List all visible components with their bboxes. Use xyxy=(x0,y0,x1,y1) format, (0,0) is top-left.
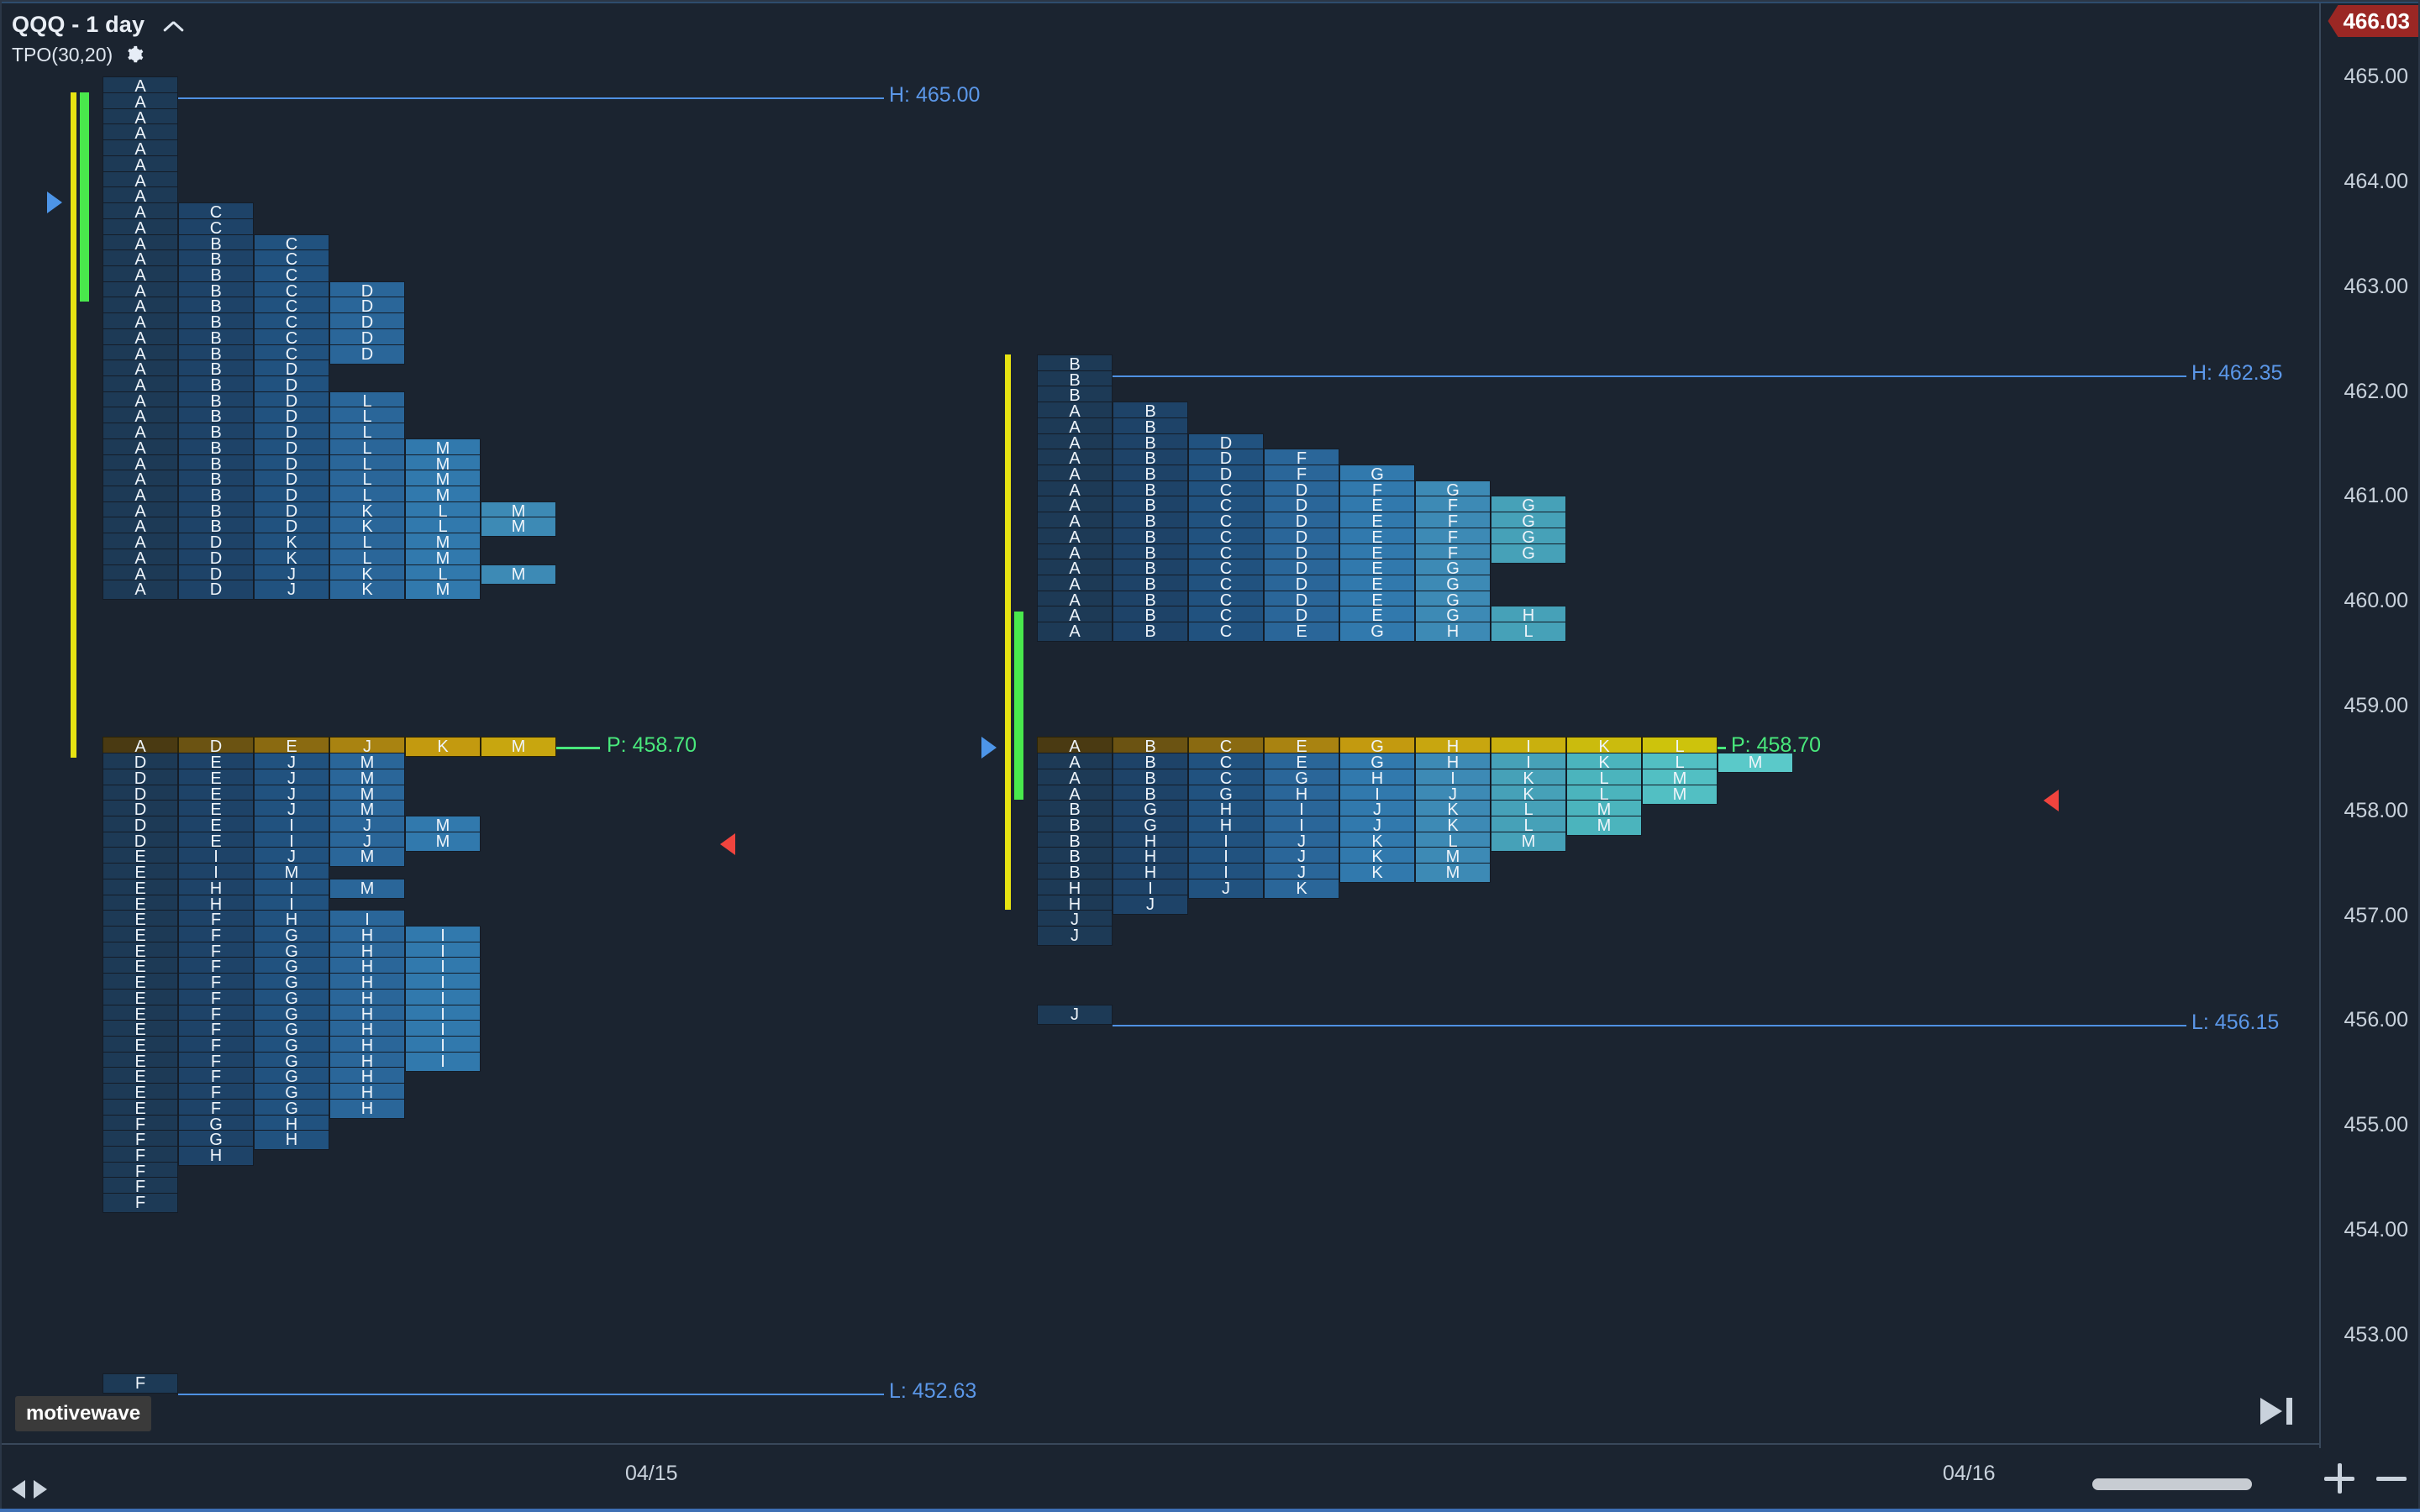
selection-marker-icon xyxy=(2044,789,2059,811)
study-row: TPO(30,20) xyxy=(12,44,186,66)
tpo-cell: D xyxy=(329,344,405,365)
tpo-cell: B xyxy=(1113,622,1188,643)
tpo-cell: C xyxy=(1188,543,1264,564)
tpo-cell: K xyxy=(1339,863,1415,884)
tpo-cell: J xyxy=(1113,894,1188,915)
tpo-cell: F xyxy=(103,1373,178,1394)
time-axis[interactable]: 04/15 04/16 xyxy=(2,1443,2319,1509)
tpo-cell: K xyxy=(1264,878,1339,899)
tpo-cell: M xyxy=(1642,784,1718,805)
profile-pointer-icon xyxy=(47,191,62,213)
tpo-cell: I xyxy=(405,1051,481,1072)
poc-label: P: 458.70 xyxy=(607,732,697,757)
price-tick: 455.00 xyxy=(2344,1113,2408,1137)
horizontal-scrollbar[interactable] xyxy=(2092,1478,2252,1490)
initial-balance-bar xyxy=(1014,611,1023,800)
tpo-cell: D xyxy=(178,580,254,601)
price-tick: 460.00 xyxy=(2344,589,2408,613)
tpo-cell: M xyxy=(405,831,481,852)
watermark-logo: motivewave xyxy=(15,1396,152,1431)
tpo-cell: G xyxy=(1491,543,1566,564)
skip-to-end-triangle xyxy=(2260,1398,2282,1425)
price-tick: 465.00 xyxy=(2344,65,2408,89)
tpo-cell: C xyxy=(1188,622,1264,643)
window-bottom-accent xyxy=(0,1509,2420,1512)
session-low-label: L: 452.63 xyxy=(889,1379,977,1404)
price-tick: 458.00 xyxy=(2344,798,2408,822)
price-tick: 464.00 xyxy=(2344,170,2408,194)
tpo-cell: K xyxy=(405,737,481,758)
time-axis-label: 04/16 xyxy=(1943,1462,1996,1485)
poc-label: P: 458.70 xyxy=(1731,732,1822,757)
session-high-line xyxy=(1113,375,2186,377)
session-low-line xyxy=(1113,1025,2186,1027)
tpo-cell: M xyxy=(481,737,556,758)
tpo-cell: J xyxy=(1188,878,1264,899)
zoom-out-icon[interactable] xyxy=(2376,1463,2407,1494)
tpo-cell: H xyxy=(178,1146,254,1167)
zoom-in-icon[interactable] xyxy=(2324,1463,2354,1494)
price-tick: 462.00 xyxy=(2344,379,2408,403)
tpo-cell: J xyxy=(254,580,329,601)
tpo-cell: E xyxy=(1264,622,1339,643)
last-price-badge: 466.03 xyxy=(2328,5,2418,37)
price-tick: 456.00 xyxy=(2344,1008,2408,1032)
tpo-cell: J xyxy=(1037,926,1113,947)
gear-icon[interactable] xyxy=(125,45,144,64)
session-high-line xyxy=(178,97,884,99)
tpo-cell: M xyxy=(481,517,556,538)
session-low-label: L: 456.15 xyxy=(2191,1011,2280,1035)
chart-header: QQQ - 1 day TPO(30,20) xyxy=(12,12,186,66)
nav-left-icon[interactable] xyxy=(12,1480,25,1499)
window-top-accent xyxy=(0,0,2420,3)
chevron-up-icon[interactable] xyxy=(162,18,186,33)
price-tick: 461.00 xyxy=(2344,484,2408,508)
tpo-cell: M xyxy=(1491,831,1566,852)
tpo-cell: M xyxy=(405,580,481,601)
time-axis-label: 04/15 xyxy=(625,1462,678,1485)
tpo-cell: H xyxy=(254,1130,329,1151)
tpo-cell: H xyxy=(329,1098,405,1119)
price-tick: 459.00 xyxy=(2344,694,2408,717)
selection-marker-icon xyxy=(720,833,735,856)
tpo-cell: A xyxy=(103,580,178,601)
skip-to-end-icon[interactable] xyxy=(2250,1391,2302,1431)
tpo-cell: F xyxy=(103,1193,178,1214)
price-tick: 457.00 xyxy=(2344,903,2408,927)
page-title: QQQ - 1 day xyxy=(12,12,145,37)
tpo-cell: M xyxy=(329,847,405,868)
session-high-label: H: 462.35 xyxy=(2191,360,2283,385)
value-area-bar xyxy=(1005,354,1011,910)
nav-right-icon[interactable] xyxy=(34,1480,47,1499)
session-low-line xyxy=(178,1394,884,1396)
value-area-bar xyxy=(71,92,76,758)
price-tick: 454.00 xyxy=(2344,1217,2408,1242)
poc-line xyxy=(556,746,600,749)
price-tick: 453.00 xyxy=(2344,1322,2408,1347)
tpo-cell: M xyxy=(481,564,556,585)
tpo-cell: M xyxy=(1718,753,1793,774)
tpo-cell: J xyxy=(1037,1004,1113,1025)
tpo-cell: K xyxy=(329,580,405,601)
session-high-label: H: 465.00 xyxy=(889,82,981,107)
zoom-controls[interactable] xyxy=(2324,1463,2407,1494)
study-label[interactable]: TPO(30,20) xyxy=(12,44,113,66)
tpo-cell: M xyxy=(1566,816,1642,836)
tpo-cell: M xyxy=(1415,863,1491,884)
tpo-cell: M xyxy=(329,878,405,899)
price-axis[interactable]: 466.03 465.00 464.00 463.00 462.00 461.00 460… xyxy=(2319,3,2420,1448)
tpo-cell: A xyxy=(1037,622,1113,643)
profile-pointer-icon xyxy=(981,736,997,759)
initial-balance-bar xyxy=(80,92,89,302)
time-nav-arrows[interactable] xyxy=(12,1480,47,1499)
poc-line xyxy=(1718,746,1726,749)
tpo-cell: H xyxy=(1415,622,1491,643)
tpo-cell: G xyxy=(1339,622,1415,643)
tpo-cell: L xyxy=(1491,622,1566,643)
skip-to-end-bar xyxy=(2286,1398,2292,1425)
price-tick: 463.00 xyxy=(2344,274,2408,298)
